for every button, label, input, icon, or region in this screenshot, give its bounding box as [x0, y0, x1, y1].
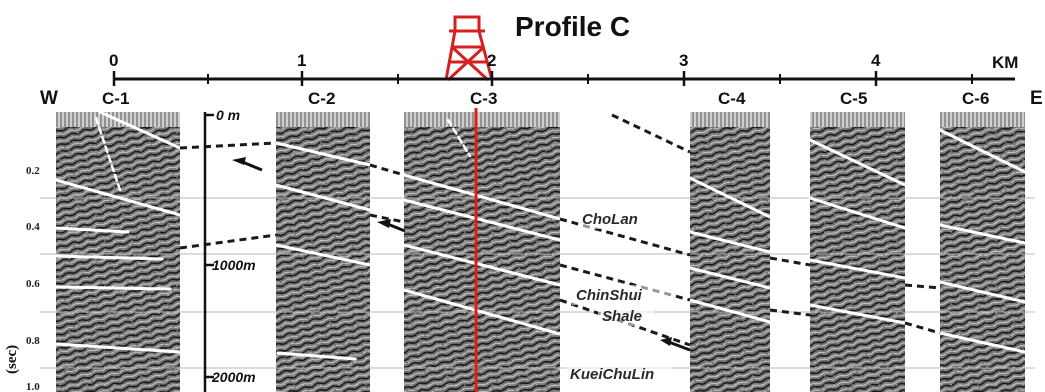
- dashed-line: [559, 298, 691, 347]
- reflector: [402, 173, 562, 221]
- time-tick-label: 0.8: [26, 335, 40, 347]
- formation-label-kueichulin: KueiChuLin: [570, 366, 654, 383]
- reflector: [938, 128, 1027, 174]
- dashed-line: [369, 163, 405, 177]
- reflector: [54, 342, 182, 354]
- drilling-rig-icon: [444, 15, 494, 82]
- seismic-panel-c-1: [56, 112, 180, 392]
- seismic-panel-c-3: [404, 112, 560, 392]
- reflector: [54, 285, 172, 291]
- time-tick-label: 0.6: [26, 278, 40, 290]
- reflector: [98, 110, 182, 150]
- formation-labels: ChoLan ChinShui Shale KueiChuLin: [566, 209, 672, 384]
- km-unit-label: KM: [992, 53, 1018, 72]
- arrow-icons: [232, 157, 691, 352]
- reflector: [938, 331, 1027, 354]
- reflector: [938, 280, 1027, 304]
- dashed-line: [769, 256, 811, 267]
- km-tick-label: 1: [297, 51, 306, 70]
- depth-label: 0 m: [216, 107, 240, 123]
- dashed-line: [769, 308, 811, 317]
- reflector: [402, 288, 562, 336]
- reflector: [446, 118, 472, 158]
- y-axis-label: (sec): [4, 345, 20, 374]
- km-scale: 0 1 2 3 4 KM: [109, 51, 1018, 86]
- km-tick-label: 2: [487, 51, 496, 70]
- reflector: [274, 141, 372, 167]
- depth-label: 1000m: [212, 257, 256, 273]
- panel-label: C-5: [840, 89, 867, 108]
- reflector: [688, 266, 772, 290]
- dashed-line: [369, 213, 405, 224]
- reflector-lines: [54, 110, 1027, 361]
- panel-label: C-3: [470, 89, 497, 108]
- panel-label: C-2: [308, 89, 335, 108]
- time-axis: 0.2 0.4 0.6 0.8 1.0: [26, 165, 40, 392]
- seismic-panel-c-4: [690, 112, 770, 392]
- west-label: W: [40, 88, 58, 109]
- dashed-line: [179, 233, 277, 250]
- km-tick-label: 4: [871, 51, 881, 70]
- dashed-line: [904, 321, 941, 335]
- panel-label: C-1: [102, 89, 129, 108]
- reflector: [276, 351, 357, 361]
- reflector: [402, 198, 562, 242]
- dashed-line: [179, 141, 277, 150]
- reflector: [808, 196, 907, 230]
- reflector: [54, 226, 130, 234]
- dashed-line: [559, 217, 691, 257]
- dashed-line: [611, 113, 691, 154]
- panel-label: C-6: [962, 89, 989, 108]
- reflector: [54, 254, 164, 261]
- depth-axis: 0 m 1000m 2000m: [203, 107, 256, 392]
- reflector: [94, 116, 122, 192]
- profile-title: Profile C: [515, 11, 630, 42]
- reflector: [688, 298, 772, 324]
- reflector: [808, 138, 907, 187]
- reflector: [274, 243, 372, 267]
- reflector: [938, 223, 1027, 245]
- km-tick-label: 3: [679, 51, 688, 70]
- reflector: [402, 243, 562, 287]
- seismic-panel-c-5: [810, 112, 905, 392]
- time-tick-label: 1.0: [26, 381, 40, 392]
- reflector: [808, 258, 907, 280]
- panel-label: C-4: [718, 89, 746, 108]
- km-tick-label: 0: [109, 51, 118, 70]
- reflector: [274, 183, 372, 212]
- seismic-panel-c-6: [940, 112, 1025, 392]
- seismic-panel-c-2: [276, 112, 370, 392]
- formation-label-cholan: ChoLan: [582, 211, 638, 228]
- time-tick-label: 0.2: [26, 165, 40, 177]
- reflector: [688, 176, 772, 219]
- arrow-left-icon: [377, 219, 391, 228]
- dashed-line: [904, 283, 941, 290]
- reflector: [688, 230, 772, 254]
- reflector: [808, 303, 907, 325]
- depth-label: 2000m: [211, 369, 256, 385]
- formation-label-shale: Shale: [602, 308, 642, 325]
- formation-label-chinshui: ChinShui: [576, 287, 643, 304]
- east-label: E: [1030, 88, 1043, 109]
- time-tick-label: 0.4: [26, 221, 40, 233]
- reflector: [54, 178, 182, 217]
